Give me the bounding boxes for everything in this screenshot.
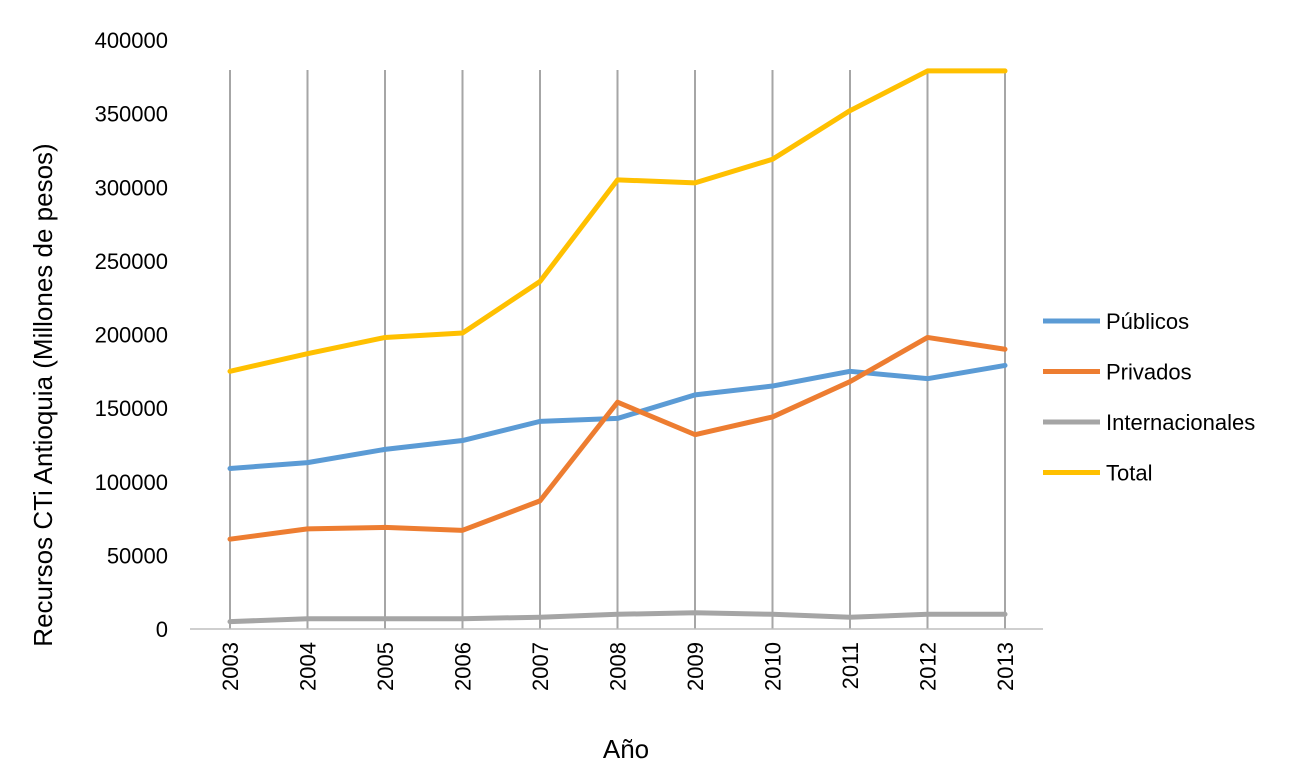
- legend-item: Internacionales: [1043, 410, 1255, 435]
- legend: Públicos Privados Internacionales Total: [1043, 309, 1255, 486]
- x-tick-label: 2011: [838, 642, 863, 689]
- y-tick-label: 100000: [95, 470, 168, 495]
- x-tick-label: 2008: [606, 642, 631, 691]
- legend-label: Públicos: [1106, 309, 1189, 334]
- x-tick-label: 2007: [528, 642, 553, 691]
- series-line: [227, 334, 1008, 542]
- x-axis-ticks: 2003 2004 2005 2006 2007 2008 2009 2010 2011 2012…: [218, 642, 1018, 691]
- x-tick-label: 2013: [993, 642, 1018, 691]
- legend-item: Privados: [1043, 360, 1192, 385]
- legend-label: Privados: [1106, 360, 1192, 385]
- series-line: [227, 362, 1008, 471]
- x-tick-label: 2003: [218, 642, 243, 691]
- legend-item: Públicos: [1043, 309, 1189, 334]
- series-line: [227, 68, 1008, 374]
- y-axis-title: Recursos CTi Antioquia (Millones de peso…: [28, 143, 58, 646]
- legend-label: Total: [1106, 461, 1152, 486]
- x-tick-label: 2010: [761, 642, 786, 691]
- y-tick-label: 50000: [107, 543, 168, 568]
- x-tick-label: 2012: [916, 642, 941, 691]
- series-lines: [227, 68, 1008, 625]
- x-tick-label: 2009: [683, 642, 708, 691]
- legend-label: Internacionales: [1106, 410, 1255, 435]
- x-tick-label: 2004: [296, 642, 321, 691]
- y-axis-ticks: 0 50000 100000 150000 200000 250000 300000 3500…: [95, 28, 168, 642]
- y-tick-label: 250000: [95, 249, 168, 274]
- legend-item: Total: [1043, 461, 1152, 486]
- y-tick-label: 350000: [95, 102, 168, 127]
- gridlines: [229, 70, 1006, 629]
- x-tick-label: 2005: [373, 642, 398, 691]
- y-tick-label: 0: [156, 617, 168, 642]
- y-tick-label: 200000: [95, 323, 168, 348]
- series-line: [227, 610, 1008, 625]
- y-tick-label: 300000: [95, 175, 168, 200]
- y-tick-label: 400000: [95, 28, 168, 53]
- y-tick-label: 150000: [95, 396, 168, 421]
- x-tick-label: 2006: [451, 642, 476, 691]
- x-axis-title: Año: [603, 734, 649, 764]
